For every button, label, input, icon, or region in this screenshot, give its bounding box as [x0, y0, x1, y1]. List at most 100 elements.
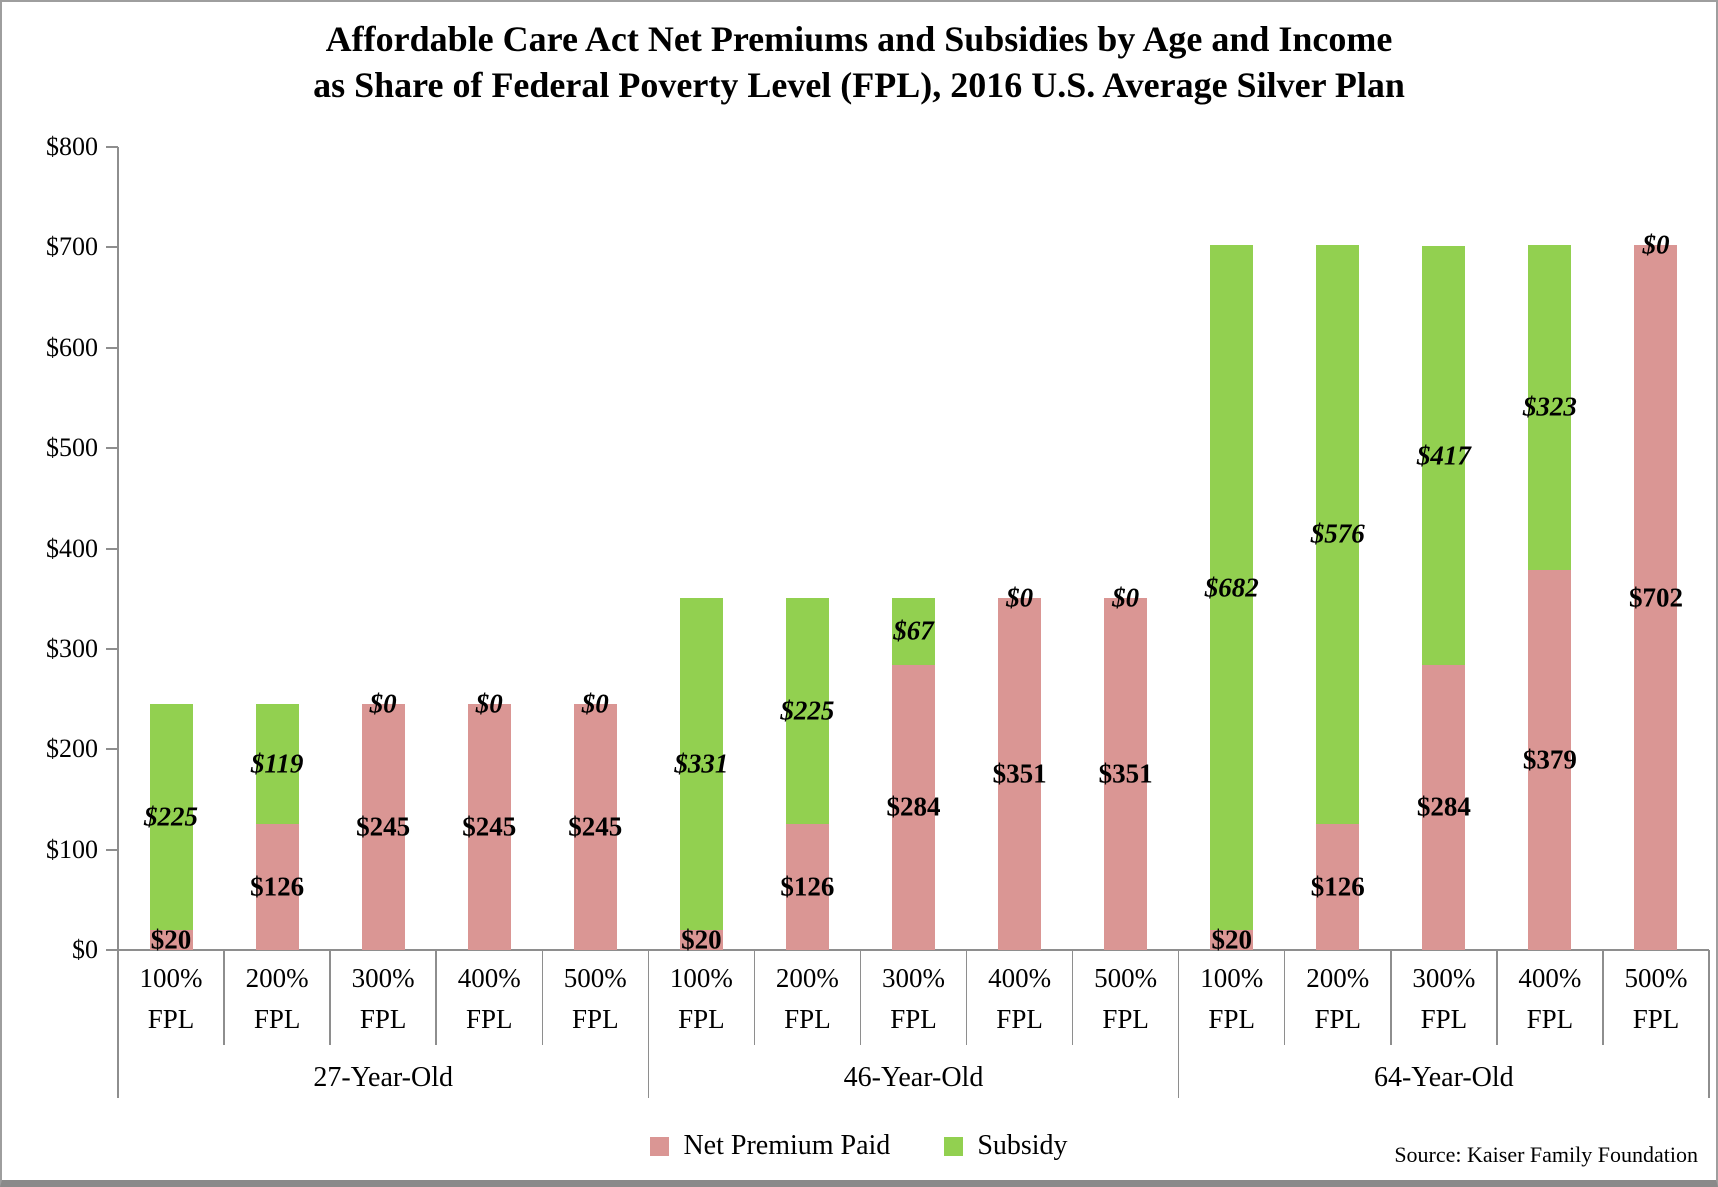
x-axis-line — [106, 949, 1709, 951]
bar-subsidy-segment — [892, 597, 935, 665]
y-tick-label: $700 — [46, 232, 98, 262]
bar-net-premium-segment — [892, 664, 935, 950]
category-separator-line — [753, 950, 756, 1045]
category-label: 100% FPL — [1200, 963, 1264, 1034]
bar-subsidy-label: $323 — [1522, 391, 1577, 422]
bar-net-premium-label: $351 — [992, 758, 1047, 789]
category-label: 200% FPL — [1306, 963, 1370, 1034]
category-label: 400% FPL — [457, 963, 521, 1034]
category-separator-line — [1283, 950, 1286, 1045]
bar-net-premium-label: $245 — [462, 811, 517, 842]
bar-net-premium-segment — [467, 704, 511, 950]
category-label: 100% FPL — [669, 963, 733, 1034]
category-separator-line — [1071, 950, 1074, 1045]
legend: Net Premium Paid Subsidy — [2, 1130, 1716, 1162]
bar-net-premium-label: $702 — [1628, 582, 1683, 613]
bar-net-premium-label: $20 — [150, 924, 192, 955]
bar-net-premium-segment — [573, 704, 617, 950]
y-tick — [106, 748, 118, 751]
bar-subsidy-label: $682 — [1204, 572, 1259, 603]
category-separator-line — [1496, 950, 1498, 1045]
category-separator-line — [435, 950, 437, 1045]
bar-net-premium-segment — [1316, 823, 1360, 950]
bar-subsidy-segment — [1422, 246, 1466, 665]
y-tick — [106, 547, 118, 550]
bar-net-premium-segment — [1528, 569, 1572, 950]
bar-subsidy-label: $0 — [1006, 582, 1034, 613]
group-label: 46-Year-Old — [843, 1062, 984, 1093]
bar-subsidy-label: $0 — [1642, 229, 1670, 260]
bar-net-premium-label: $284 — [886, 791, 941, 822]
chart-title-line-2: as Share of Federal Poverty Level (FPL),… — [313, 65, 1405, 105]
legend-swatch-subsidy — [944, 1136, 964, 1156]
bar-subsidy-label: $67 — [893, 615, 934, 646]
bar-subsidy-segment — [1316, 245, 1360, 824]
category-separator-line — [1390, 950, 1392, 1045]
y-tick-label: $300 — [46, 633, 98, 663]
category-separator-line — [541, 950, 544, 1045]
y-tick-label: $800 — [46, 132, 98, 161]
bar-net-premium-label: $245 — [568, 811, 623, 842]
y-tick — [106, 848, 118, 851]
bar-net-premium-label: $126 — [1310, 871, 1365, 902]
category-separator-line — [1602, 950, 1604, 1045]
bar-net-premium-segment — [1104, 597, 1148, 950]
category-label: 300% FPL — [881, 963, 945, 1034]
bar-subsidy-label: $0 — [369, 688, 397, 719]
bar-subsidy-segment — [1528, 245, 1572, 570]
y-tick — [106, 346, 118, 349]
y-tick — [106, 246, 118, 249]
bar-net-premium-segment — [998, 597, 1042, 950]
bar-net-premium-label: $20 — [1211, 924, 1252, 955]
bar-net-premium-segment — [361, 704, 405, 950]
legend-label-net-premium-paid: Net Premium Paid — [683, 1130, 891, 1161]
bar-net-premium-label: $20 — [681, 924, 722, 955]
category-label: 500% FPL — [563, 963, 627, 1034]
bar-subsidy-segment — [679, 597, 723, 930]
bar-subsidy-label: $119 — [250, 748, 304, 779]
bar-net-premium-label: $379 — [1522, 744, 1577, 775]
bar-net-premium-label: $126 — [780, 871, 835, 902]
bar-subsidy-label: $331 — [674, 748, 729, 779]
category-label: 500% FPL — [1624, 963, 1688, 1034]
bar-net-premium-label: $126 — [250, 871, 305, 902]
category-label: 500% FPL — [1094, 963, 1158, 1034]
bar-subsidy-segment — [149, 704, 193, 930]
bar-net-premium-segment — [149, 929, 193, 950]
bar-subsidy-label: $0 — [581, 688, 609, 719]
bar-net-premium-segment — [1634, 245, 1678, 950]
source-note: Source: Kaiser Family Foundation — [1394, 1142, 1698, 1167]
y-tick-label: $100 — [46, 834, 98, 864]
bar-subsidy-segment — [1210, 245, 1254, 930]
bar-subsidy-label: $417 — [1416, 440, 1471, 471]
group-separator-line — [647, 950, 650, 1098]
bar-net-premium-segment — [255, 823, 299, 950]
bar-subsidy-segment — [785, 597, 829, 824]
bar-net-premium-segment — [785, 823, 829, 950]
bar-net-premium-segment — [679, 929, 723, 950]
category-label: 400% FPL — [1518, 963, 1582, 1034]
bar-net-premium-segment — [1210, 929, 1254, 950]
group-separator-line — [117, 950, 119, 1098]
category-separator-line — [329, 950, 331, 1045]
y-tick — [106, 647, 118, 650]
legend-label-subsidy: Subsidy — [977, 1130, 1068, 1161]
bar-subsidy-label: $0 — [1112, 582, 1140, 613]
chart-title: Affordable Care Act Net Premiums and Sub… — [2, 16, 1716, 108]
bar-subsidy-label: $576 — [1310, 518, 1365, 549]
y-axis-line — [117, 147, 119, 950]
y-tick — [106, 447, 118, 450]
bar-subsidy-segment — [255, 704, 299, 824]
bar-subsidy-label: $0 — [475, 688, 503, 719]
bar-net-premium-segment — [1422, 664, 1466, 950]
y-tick-label: $600 — [46, 332, 98, 362]
group-separator-line — [1708, 950, 1710, 1098]
y-tick-label: $0 — [72, 935, 98, 964]
bar-subsidy-label: $225 — [144, 801, 199, 832]
category-label: 200% FPL — [775, 963, 839, 1034]
category-label: 200% FPL — [245, 963, 309, 1034]
category-separator-line — [859, 950, 862, 1045]
y-tick-label: $200 — [46, 734, 98, 764]
bar-net-premium-label: $284 — [1416, 791, 1471, 822]
